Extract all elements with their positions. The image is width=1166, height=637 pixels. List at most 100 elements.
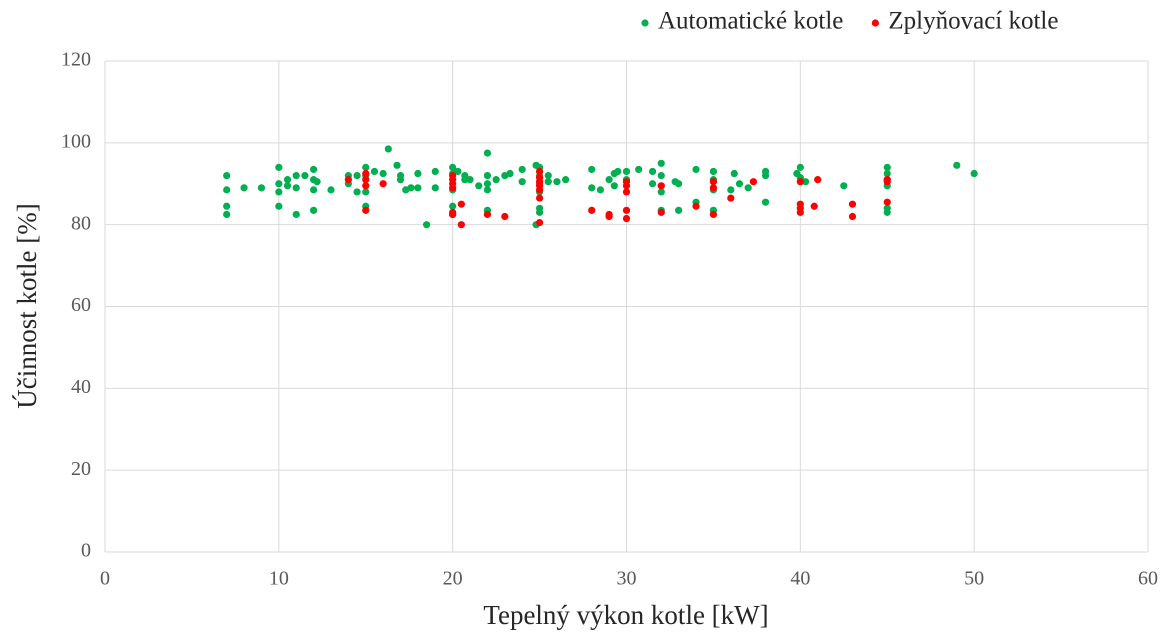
x-tick-label: 50 — [964, 568, 984, 590]
point — [240, 184, 248, 192]
point — [535, 219, 544, 227]
point — [883, 178, 891, 186]
point — [605, 176, 613, 184]
x-tick-label: 30 — [617, 568, 637, 590]
x-tick-label: 60 — [1138, 568, 1158, 590]
point — [292, 171, 300, 180]
point — [840, 182, 848, 190]
point — [588, 206, 596, 214]
point — [883, 163, 891, 171]
point — [709, 184, 718, 192]
y-tick-label: 0 — [81, 540, 91, 562]
point — [730, 169, 738, 178]
point — [761, 198, 770, 206]
legend-label: Automatické kotle — [658, 8, 843, 35]
y-tick-label: 100 — [61, 130, 91, 152]
point — [588, 184, 596, 192]
point — [327, 186, 335, 194]
point — [657, 159, 665, 167]
point — [449, 184, 457, 192]
point — [344, 176, 352, 184]
y-axis-title: Účinnost kotle [%] — [12, 203, 42, 408]
point — [596, 186, 605, 194]
x-tick-label: 10 — [269, 568, 289, 590]
point — [257, 184, 266, 192]
point — [657, 182, 665, 190]
point — [379, 180, 387, 188]
point — [692, 202, 700, 210]
point — [362, 169, 370, 178]
y-tick-label: 20 — [71, 458, 91, 480]
point — [648, 167, 657, 176]
point — [544, 171, 552, 180]
point — [622, 182, 631, 190]
point — [457, 200, 465, 208]
point — [275, 202, 283, 210]
point — [466, 176, 474, 184]
point — [657, 171, 665, 180]
point — [648, 180, 657, 188]
point — [622, 206, 631, 214]
point — [506, 169, 514, 178]
point — [883, 169, 891, 178]
point — [635, 165, 643, 174]
point — [362, 182, 370, 190]
point — [483, 186, 492, 194]
point — [796, 163, 804, 171]
point — [810, 202, 818, 210]
point — [801, 178, 810, 186]
point — [535, 167, 544, 176]
point — [275, 163, 283, 171]
point — [431, 167, 439, 176]
point — [848, 212, 857, 221]
point — [749, 178, 757, 186]
point — [970, 169, 978, 178]
legend-marker — [641, 19, 649, 27]
point — [379, 169, 387, 178]
point — [622, 167, 631, 176]
point — [709, 167, 718, 176]
point — [761, 171, 770, 180]
point — [310, 206, 318, 214]
point — [396, 176, 405, 184]
point — [370, 167, 379, 176]
point — [544, 178, 552, 186]
point — [310, 186, 318, 194]
point — [483, 180, 492, 188]
point — [562, 176, 570, 184]
x-tick-label: 0 — [100, 568, 110, 590]
point — [362, 206, 370, 214]
point — [223, 186, 231, 194]
point — [657, 208, 665, 216]
point — [431, 184, 439, 192]
point — [292, 184, 300, 192]
point — [535, 194, 544, 202]
point — [283, 176, 292, 184]
point — [709, 210, 718, 219]
point — [518, 165, 526, 174]
point — [384, 145, 392, 153]
point — [414, 184, 422, 192]
point — [422, 221, 431, 229]
y-tick-label: 120 — [61, 49, 91, 71]
point — [475, 182, 483, 190]
y-tick-label: 60 — [71, 294, 91, 316]
point — [362, 188, 370, 196]
point — [310, 165, 318, 174]
point — [883, 198, 891, 206]
point — [492, 176, 500, 184]
point — [796, 208, 804, 216]
point — [393, 161, 401, 169]
point — [622, 214, 631, 223]
point — [461, 176, 469, 184]
point — [223, 202, 231, 210]
point — [301, 171, 309, 180]
point — [275, 188, 283, 196]
point — [675, 206, 683, 214]
point — [848, 200, 857, 208]
legend-label: Zplyňovací kotle — [888, 8, 1058, 35]
point — [449, 202, 457, 210]
point — [449, 163, 457, 171]
point — [449, 210, 457, 219]
